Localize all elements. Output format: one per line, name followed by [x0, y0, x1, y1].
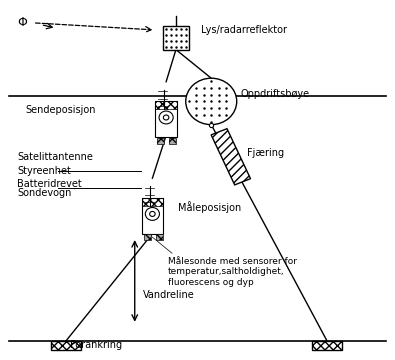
Bar [156, 234, 163, 240]
Text: Sendeposisjon: Sendeposisjon [25, 105, 96, 115]
Bar [143, 234, 150, 240]
Bar [51, 341, 81, 350]
Bar [157, 138, 164, 144]
Bar [312, 341, 342, 350]
Text: Oppdriftsbøye: Oppdriftsbøye [241, 89, 310, 99]
Bar [312, 341, 342, 350]
Circle shape [164, 115, 169, 120]
Text: Målesonde med sensorer for
temperatur,saltholdighet,
fluorescens og dyp: Målesonde med sensorer for temperatur,sa… [168, 257, 297, 287]
Polygon shape [211, 129, 250, 185]
Bar [155, 102, 177, 137]
Text: Lys/radarreflektor: Lys/radarreflektor [201, 25, 288, 35]
Bar [157, 138, 164, 144]
Bar [155, 102, 177, 109]
Text: Φ: Φ [17, 16, 27, 29]
Bar [143, 234, 150, 240]
Text: Sondevogn: Sondevogn [17, 188, 71, 198]
Bar [156, 234, 163, 240]
Bar [169, 138, 176, 144]
Bar [51, 341, 81, 350]
Circle shape [145, 207, 160, 220]
Text: Styreenhet: Styreenhet [17, 166, 71, 176]
Bar [142, 198, 163, 206]
Circle shape [186, 78, 237, 125]
Text: Fjæring: Fjæring [246, 148, 284, 158]
Text: Måleposisjon: Måleposisjon [178, 201, 241, 213]
Bar [163, 26, 189, 50]
Circle shape [150, 211, 155, 216]
Text: Satelittantenne: Satelittantenne [17, 152, 93, 162]
Text: Vandreline: Vandreline [143, 290, 194, 300]
Text: Forankring: Forankring [70, 340, 122, 350]
Text: Batteridrevet: Batteridrevet [17, 179, 82, 189]
Bar [142, 198, 163, 234]
Bar [169, 138, 176, 144]
Circle shape [159, 111, 173, 124]
